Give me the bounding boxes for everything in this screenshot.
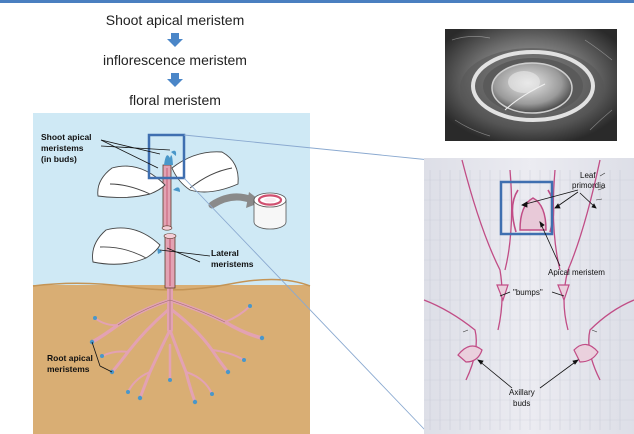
bump-left <box>496 284 509 302</box>
flow-step-inflorescence: inflorescence meristem <box>103 52 247 68</box>
leaf-lower-left <box>92 227 161 265</box>
label-lateral-meristems: Lateral meristems <box>211 248 254 269</box>
label-leaf-primordia: Leaf primordia <box>572 171 606 190</box>
label-shoot-apical: Shoot apical meristems (in buds) <box>41 132 94 164</box>
flow-step-shoot-apical: Shoot apical meristem <box>105 12 245 28</box>
shoot-apex-highlight-box <box>147 133 186 180</box>
zoom-connector-lines <box>183 134 431 431</box>
down-arrow-icon <box>90 30 260 50</box>
label-bumps: "bumps" <box>513 288 543 297</box>
stem-cross-section <box>208 192 287 230</box>
axillary-bud-upper <box>173 187 180 192</box>
longitudinal-section-micrograph: Leaf primordia Apical meristem "bumps" A… <box>423 158 634 434</box>
label-root-apical: Root apical meristems <box>47 353 95 374</box>
flow-step-floral: floral meristem <box>129 92 221 108</box>
down-arrow-icon <box>90 70 260 90</box>
axillary-bud-left <box>457 345 483 363</box>
apex-highlight-box <box>499 180 554 236</box>
plant-diagram: Shoot apical meristems (in buds) Lateral… <box>32 113 311 434</box>
meristem-flowchart: Shoot apical meristem inflorescence meri… <box>90 10 260 110</box>
label-apical-meristem: Apical meristem <box>548 268 605 277</box>
bump-right <box>557 284 570 302</box>
root-tip-meristems <box>89 304 265 405</box>
axillary-bud-right <box>573 343 599 363</box>
axillary-bud-lower <box>157 248 162 254</box>
leaf-upper-right <box>171 151 239 193</box>
terminal-bud <box>164 155 173 165</box>
sem-micrograph <box>445 29 617 141</box>
top-accent-bar <box>0 0 634 3</box>
shoot-buds <box>157 150 180 254</box>
label-axillary-buds: Axillary buds <box>509 388 537 408</box>
